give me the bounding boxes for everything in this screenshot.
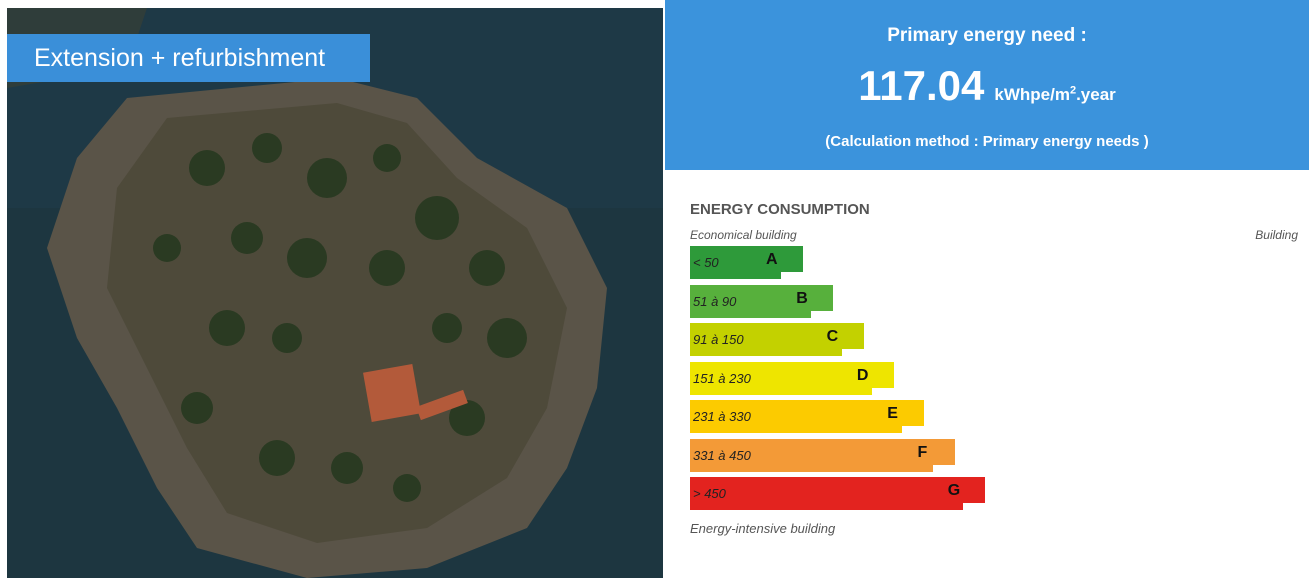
class-range: 331 à 450 [693, 448, 751, 463]
class-letter: D [857, 367, 869, 385]
page: Extension + refurbishment Primary energy… [0, 0, 1309, 578]
energy-class: 231 à 330 E [690, 400, 924, 433]
class-letter: C [827, 328, 839, 346]
calculation-method: (Calculation method : Primary energy nee… [665, 133, 1309, 150]
image-label: Extension + refurbishment [7, 34, 370, 82]
unit: kWhpe/m [994, 85, 1070, 104]
energy-value: 117.04 [858, 62, 984, 109]
class-bar-base [690, 311, 811, 318]
header-title: Primary energy need : [665, 25, 1309, 47]
header-value: 117.04 kWhpe/m2.year [665, 62, 1309, 110]
class-letter: A [766, 251, 778, 269]
class-bar [690, 477, 985, 503]
class-range: < 50 [693, 255, 719, 270]
class-range: 91 à 150 [693, 332, 744, 347]
scale-bottom: Energy-intensive building [690, 521, 835, 536]
class-range: 51 à 90 [693, 294, 736, 309]
class-bar-base [690, 503, 963, 510]
class-bar-base [690, 349, 842, 356]
class-range: 151 à 230 [693, 371, 751, 386]
energy-class: 51 à 90 B [690, 285, 833, 318]
scale-top-right: Building [1255, 228, 1298, 242]
energy-header: Primary energy need : 117.04 kWhpe/m2.yea… [665, 0, 1309, 170]
class-bar-base [690, 426, 902, 433]
energy-unit: kWhpe/m2.year [994, 85, 1115, 104]
energy-class: > 450 G [690, 477, 985, 510]
class-range: > 450 [693, 486, 726, 501]
aerial-image [7, 8, 663, 578]
class-range: 231 à 330 [693, 409, 751, 424]
class-bar-base [690, 388, 872, 395]
class-letter: E [887, 405, 898, 423]
section-title: ENERGY CONSUMPTION [690, 201, 870, 218]
energy-class: < 50 A [690, 246, 803, 279]
class-bar-base [690, 465, 933, 472]
class-letter: B [796, 290, 808, 308]
unit-suffix: .year [1076, 85, 1116, 104]
class-letter: G [948, 482, 960, 500]
energy-class: 151 à 230 D [690, 362, 894, 395]
energy-class: 91 à 150 C [690, 323, 864, 356]
class-bar-base [690, 272, 781, 279]
scale-top-left: Economical building [690, 228, 797, 242]
class-letter: F [918, 444, 928, 462]
energy-class: 331 à 450 F [690, 439, 955, 472]
